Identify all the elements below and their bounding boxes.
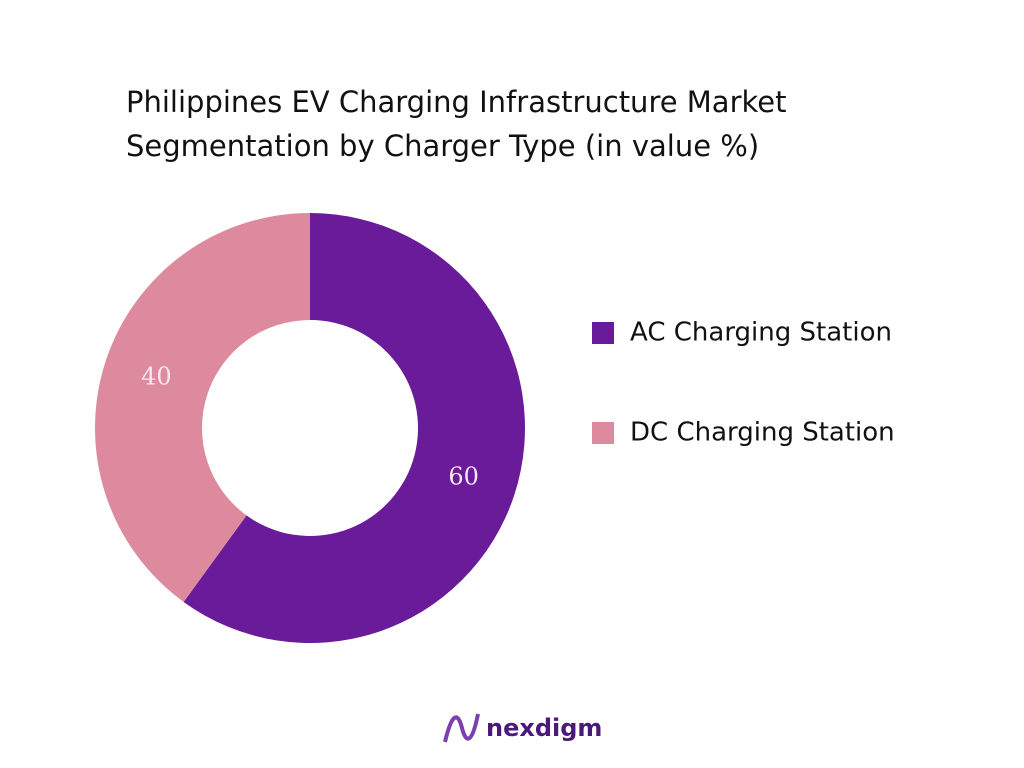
logo-icon	[443, 713, 480, 743]
logo-text: nexdigm	[486, 714, 602, 742]
logo: nexdigm	[443, 713, 602, 743]
value-label: 60	[448, 462, 479, 490]
value-label: 40	[141, 363, 172, 391]
legend-label: AC Charging Station	[630, 318, 892, 348]
legend-label: DC Charging Station	[630, 418, 895, 448]
donut-slice	[183, 213, 525, 643]
legend-swatch	[592, 322, 614, 344]
chart-title: Philippines EV Charging Infrastructure M…	[126, 85, 787, 163]
donut-slice	[94, 213, 310, 602]
legend-swatch	[592, 422, 614, 444]
